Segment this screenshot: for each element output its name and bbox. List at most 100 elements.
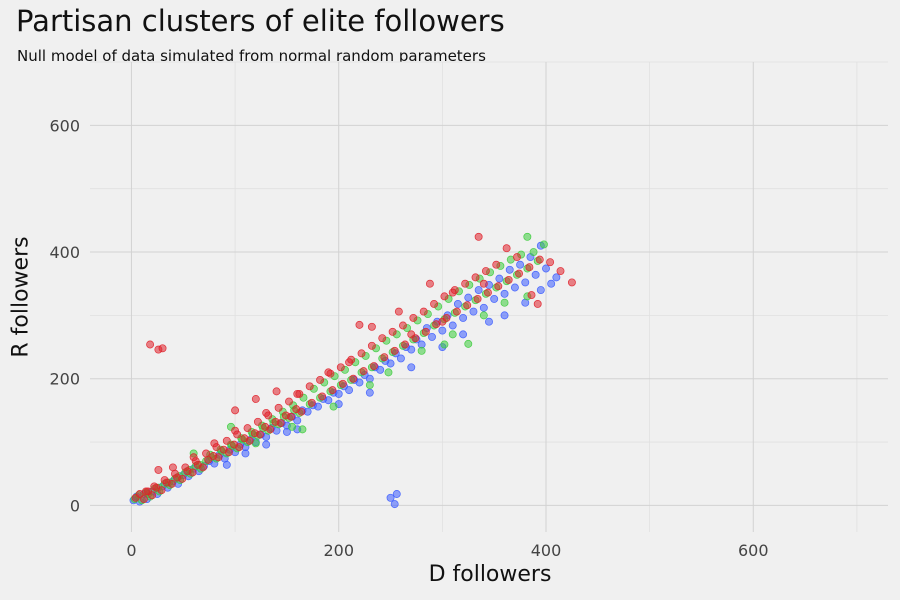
scatter-point-series-3	[378, 334, 387, 343]
scatter-point-series-1	[490, 294, 499, 303]
scatter-point-series-3	[533, 300, 542, 308]
scatter-point-series-3	[394, 307, 403, 316]
scatter-point-series-3	[139, 495, 148, 504]
scatter-point-series-1	[469, 307, 478, 316]
scatter-point-series-3	[367, 322, 376, 331]
grid-lines	[90, 61, 888, 532]
scatter-point-series-3	[199, 463, 207, 472]
scatter-point-series-3	[251, 395, 260, 403]
scatter-point-series-1	[428, 332, 436, 341]
scatter-point-series-1	[453, 300, 462, 308]
scatter-point-series-3	[355, 320, 364, 329]
scatter-point-series-1	[485, 317, 493, 326]
scatter-point-series-1	[500, 311, 509, 320]
scatter-point-series-2	[384, 368, 393, 377]
scatter-point-series-3	[338, 379, 347, 388]
scatter-point-series-3	[231, 426, 240, 435]
scatter-point-series-1	[241, 449, 250, 458]
scatter-point-series-3	[287, 412, 296, 421]
chart-title: Partisan clusters of elite followers	[16, 4, 505, 38]
scatter-point-series-3	[214, 453, 223, 462]
scatter-point-series-2	[288, 422, 297, 431]
scatter-point-series-1	[516, 260, 525, 269]
scatter-point-series-1	[293, 416, 302, 425]
scatter-point-series-3	[150, 482, 159, 491]
scatter-point-series-3	[181, 463, 190, 472]
scatter-point-series-3	[425, 279, 434, 288]
scatter-point-series-2	[500, 298, 509, 307]
scatter-point-series-3	[388, 327, 397, 336]
scatter-point-series-1	[407, 363, 416, 372]
scatter-point-series-2	[479, 311, 488, 320]
scatter-point-series-1	[505, 265, 514, 274]
scatter-point-series-1	[536, 286, 545, 294]
scatter-point-series-3	[390, 346, 399, 355]
scatter-point-series-3	[481, 267, 490, 275]
scatter-point-series-3	[324, 368, 333, 377]
scatter-point-series-1	[542, 264, 550, 273]
scatter-point-series-3	[471, 273, 480, 282]
scatter-point-series-3	[146, 340, 155, 349]
scatter-point-series-1	[390, 500, 399, 509]
scatter-point-series-1	[495, 274, 504, 283]
scatter-point-series-3	[235, 443, 244, 452]
x-tick-label: 200	[323, 541, 354, 560]
scatter-point-series-3	[380, 353, 389, 362]
scatter-point-series-3	[262, 408, 271, 417]
scatter-point-series-1	[386, 493, 395, 502]
scatter-point-series-3	[316, 376, 325, 384]
scatter-point-series-1	[547, 279, 556, 288]
scatter-point-series-3	[461, 279, 470, 288]
scatter-point-series-1	[222, 460, 231, 469]
scatter-point-series-3	[297, 407, 306, 416]
scatter-point-series-3	[168, 463, 177, 472]
scatter-point-series-3	[222, 436, 231, 445]
scatter-point-series-3	[494, 282, 503, 291]
x-tick-label: 600	[738, 541, 769, 560]
scatter-point-series-3	[307, 398, 316, 407]
scatter-point-series-3	[178, 474, 187, 483]
scatter-point-series-3	[157, 486, 166, 495]
scatter-point-series-1	[521, 278, 530, 287]
scatter-point-series-3	[336, 363, 345, 372]
scatter-point-series-3	[285, 397, 293, 406]
scatter-point-series-3	[328, 386, 337, 395]
scatter-point-series-3	[421, 327, 430, 336]
scatter-point-series-1	[365, 388, 374, 397]
scatter-point-series-3	[448, 288, 457, 297]
scatter-point-series-3	[243, 424, 252, 433]
scatter-point-series-3	[567, 278, 576, 287]
scatter-point-series-2	[539, 240, 548, 249]
scatter-point-series-3	[274, 403, 283, 412]
scatter-point-series-1	[282, 427, 291, 436]
scatter-point-series-1	[510, 283, 519, 292]
scatter-point-series-3	[305, 382, 314, 391]
y-tick-label: 200	[49, 370, 80, 389]
scatter-point-series-1	[459, 330, 468, 339]
y-tick-label: 0	[70, 496, 80, 515]
x-tick-label: 400	[531, 541, 562, 560]
scatter-point-series-3	[293, 389, 302, 398]
scatter-point-series-3	[345, 358, 354, 367]
scatter-point-series-2	[365, 381, 374, 389]
scatter-point-series-3	[224, 448, 233, 457]
scatter-point-series-3	[158, 344, 167, 353]
scatter-point-series-2	[417, 346, 426, 355]
scatter-point-series-3	[349, 374, 358, 383]
scatter-point-series-1	[479, 303, 488, 312]
scatter-point-series-1	[392, 490, 401, 498]
scatter-point-series-3	[492, 260, 501, 269]
scatter-point-series-3	[556, 267, 565, 275]
y-tick-label: 600	[49, 116, 80, 135]
scatter-point-series-1	[459, 313, 468, 322]
scatter-point-series-1	[262, 440, 271, 449]
y-tick-label: 400	[49, 243, 80, 262]
scatter-point-series-3	[525, 263, 534, 272]
scatter-point-series-3	[474, 232, 483, 241]
scatter-point-series-3	[399, 321, 407, 330]
scatter-point-series-3	[463, 301, 472, 310]
scatter-point-series-3	[419, 307, 428, 316]
scatter-point-series-3	[473, 294, 482, 303]
